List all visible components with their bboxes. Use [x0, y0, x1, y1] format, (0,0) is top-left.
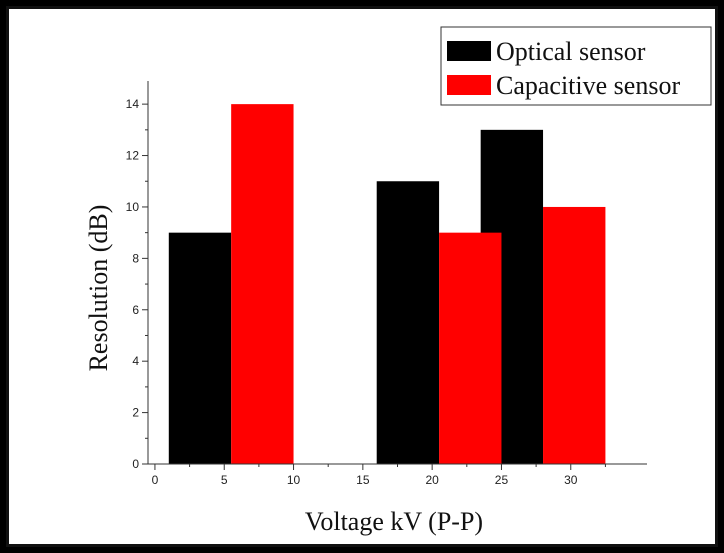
y-tick-label: 4	[132, 354, 139, 368]
y-axis-title: Resolution (dB)	[84, 205, 113, 372]
chart-frame: 0 5 10 15 20 25 30 0 2 4 6 8 10 12 14 Voltage kV (P-P)…	[6, 6, 718, 547]
x-tick-label: 0	[152, 473, 159, 487]
x-tick-label: 25	[495, 473, 509, 487]
x-tick-label: 5	[221, 473, 228, 487]
bar-series2-1	[231, 104, 294, 465]
x-tick-label: 30	[564, 473, 578, 487]
bars-layer	[168, 104, 606, 465]
y-tick-label: 10	[126, 200, 140, 214]
y-tick-label: 12	[126, 149, 140, 163]
x-tick-label: 20	[425, 473, 439, 487]
y-tick-label: 2	[132, 406, 139, 420]
bar-series2-2	[439, 232, 502, 464]
legend: Optical sensor Capacitive sensor	[440, 26, 712, 106]
legend-swatch-2	[447, 75, 491, 95]
bar-series2-3	[543, 206, 606, 465]
y-tick-label: 14	[126, 97, 140, 111]
y-tick-label: 0	[132, 457, 139, 471]
x-tick-label: 15	[356, 473, 370, 487]
bar-series1-2	[376, 181, 440, 464]
bar-series1-1	[168, 232, 232, 464]
axes-layer: 0 5 10 15 20 25 30 0 2 4 6 8 10 12 14	[126, 81, 647, 487]
legend-swatch-1	[447, 41, 491, 61]
x-axis-title: Voltage kV (P-P)	[305, 507, 483, 536]
y-tick-label: 8	[132, 251, 139, 265]
x-tick-label: 10	[287, 473, 301, 487]
legend-label-2: Capacitive sensor	[496, 71, 680, 100]
y-tick-label: 6	[132, 303, 139, 317]
legend-label-1: Optical sensor	[496, 37, 646, 66]
bar-chart: 0 5 10 15 20 25 30 0 2 4 6 8 10 12 14 Voltage kV (P-P)…	[84, 26, 712, 536]
